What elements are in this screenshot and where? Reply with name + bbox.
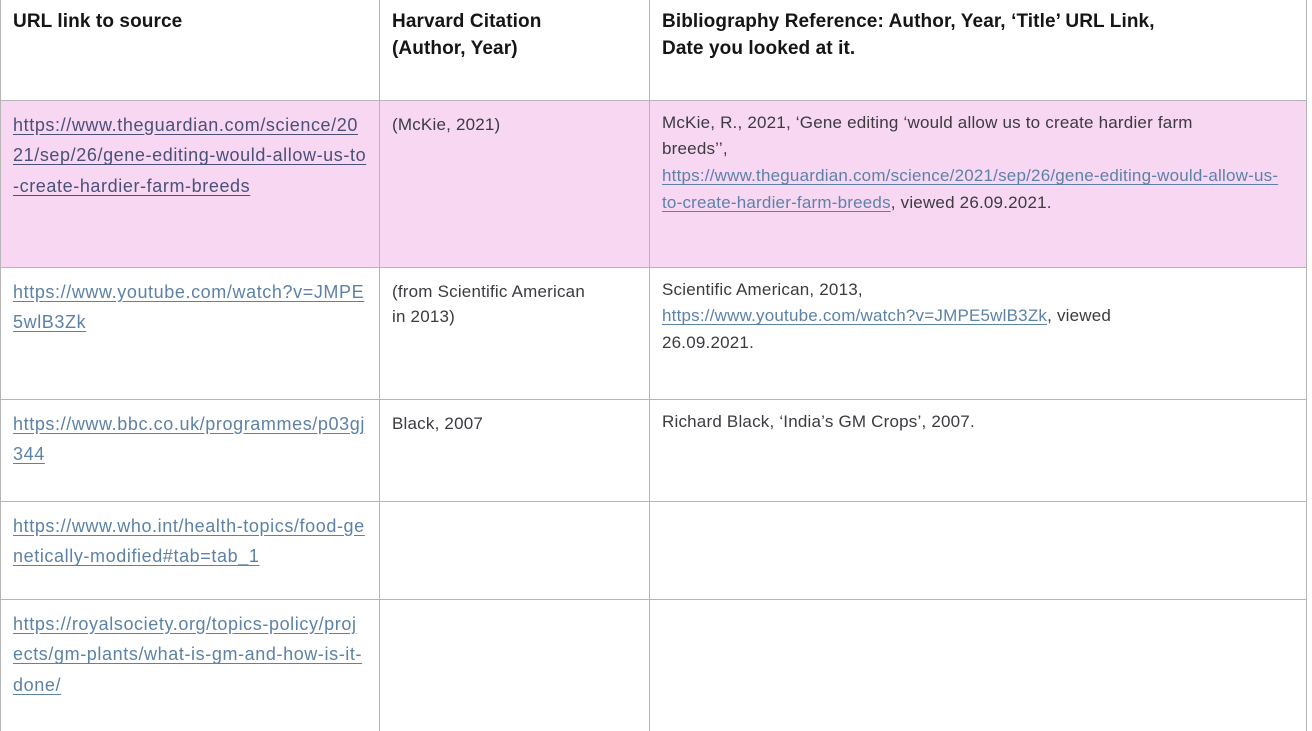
harvard-citation-cell: (McKie, 2021)	[379, 99, 650, 268]
bibliography-cell	[649, 598, 1307, 731]
bibliography-cell	[649, 500, 1307, 600]
table-row-guardian: https://www.theguardian.com/science/2021…	[0, 99, 1307, 268]
col-header-bibliography-reference: Bibliography Reference: Author, Year, ‘T…	[649, 0, 1307, 101]
bib-url-link[interactable]: https://www.theguardian.com/science/2021…	[662, 166, 1279, 213]
url-cell: https://www.bbc.co.uk/programmes/p03gj34…	[0, 398, 380, 502]
table-header: URL link to source Harvard Citation (Aut…	[0, 0, 1307, 101]
bib-text-after: , viewed 26.09.2021.	[890, 193, 1052, 213]
header-row: URL link to source Harvard Citation (Aut…	[0, 0, 1307, 101]
harvard-citation-cell: (from Scientific American in 2013)	[379, 266, 650, 400]
source-url-link[interactable]: https://royalsociety.org/topics-policy/p…	[13, 613, 363, 696]
col-header-url: URL link to source	[0, 0, 380, 101]
table-body: https://www.theguardian.com/science/2021…	[0, 99, 1307, 731]
bib-url-link[interactable]: https://www.youtube.com/watch?v=JMPE5wlB…	[662, 306, 1048, 326]
bibliography-cell: Richard Black, ‘India’s GM Crops’, 2007.	[649, 398, 1307, 502]
url-cell: https://www.who.int/health-topics/food-g…	[0, 500, 380, 600]
bib-text-after: , viewed 26.09.2021.	[662, 306, 1112, 353]
url-cell: https://www.youtube.com/watch?v=JMPE5wlB…	[0, 266, 380, 400]
bibliography-cell: Scientific American, 2013, https://www.y…	[649, 266, 1307, 400]
source-url-link[interactable]: https://www.theguardian.com/science/2021…	[13, 114, 367, 197]
table-row-youtube: https://www.youtube.com/watch?v=JMPE5wlB…	[0, 266, 1307, 400]
table-row-royalsociety: https://royalsociety.org/topics-policy/p…	[0, 598, 1307, 731]
bib-text-before: Scientific American, 2013,	[662, 279, 863, 299]
bibliography-cell: McKie, R., 2021, ‘Gene editing ‘would al…	[649, 99, 1307, 268]
source-url-link[interactable]: https://www.bbc.co.uk/programmes/p03gj34…	[13, 413, 365, 465]
harvard-citation-cell: Black, 2007	[379, 398, 650, 502]
bib-text-before: McKie, R., 2021, ‘Gene editing ‘would al…	[662, 112, 1193, 159]
table-row-who: https://www.who.int/health-topics/food-g…	[0, 500, 1307, 600]
table-row-bbc: https://www.bbc.co.uk/programmes/p03gj34…	[0, 398, 1307, 502]
harvard-citation-cell	[379, 598, 650, 731]
source-url-link[interactable]: https://www.youtube.com/watch?v=JMPE5wlB…	[13, 281, 365, 333]
bib-text-before: Richard Black, ‘India’s GM Crops’, 2007.	[662, 411, 975, 431]
harvard-citation-cell	[379, 500, 650, 600]
source-url-link[interactable]: https://www.who.int/health-topics/food-g…	[13, 515, 365, 567]
col-header-harvard-citation: Harvard Citation (Author, Year)	[379, 0, 650, 101]
url-cell: https://www.theguardian.com/science/2021…	[0, 99, 380, 268]
url-cell: https://royalsociety.org/topics-policy/p…	[0, 598, 380, 731]
